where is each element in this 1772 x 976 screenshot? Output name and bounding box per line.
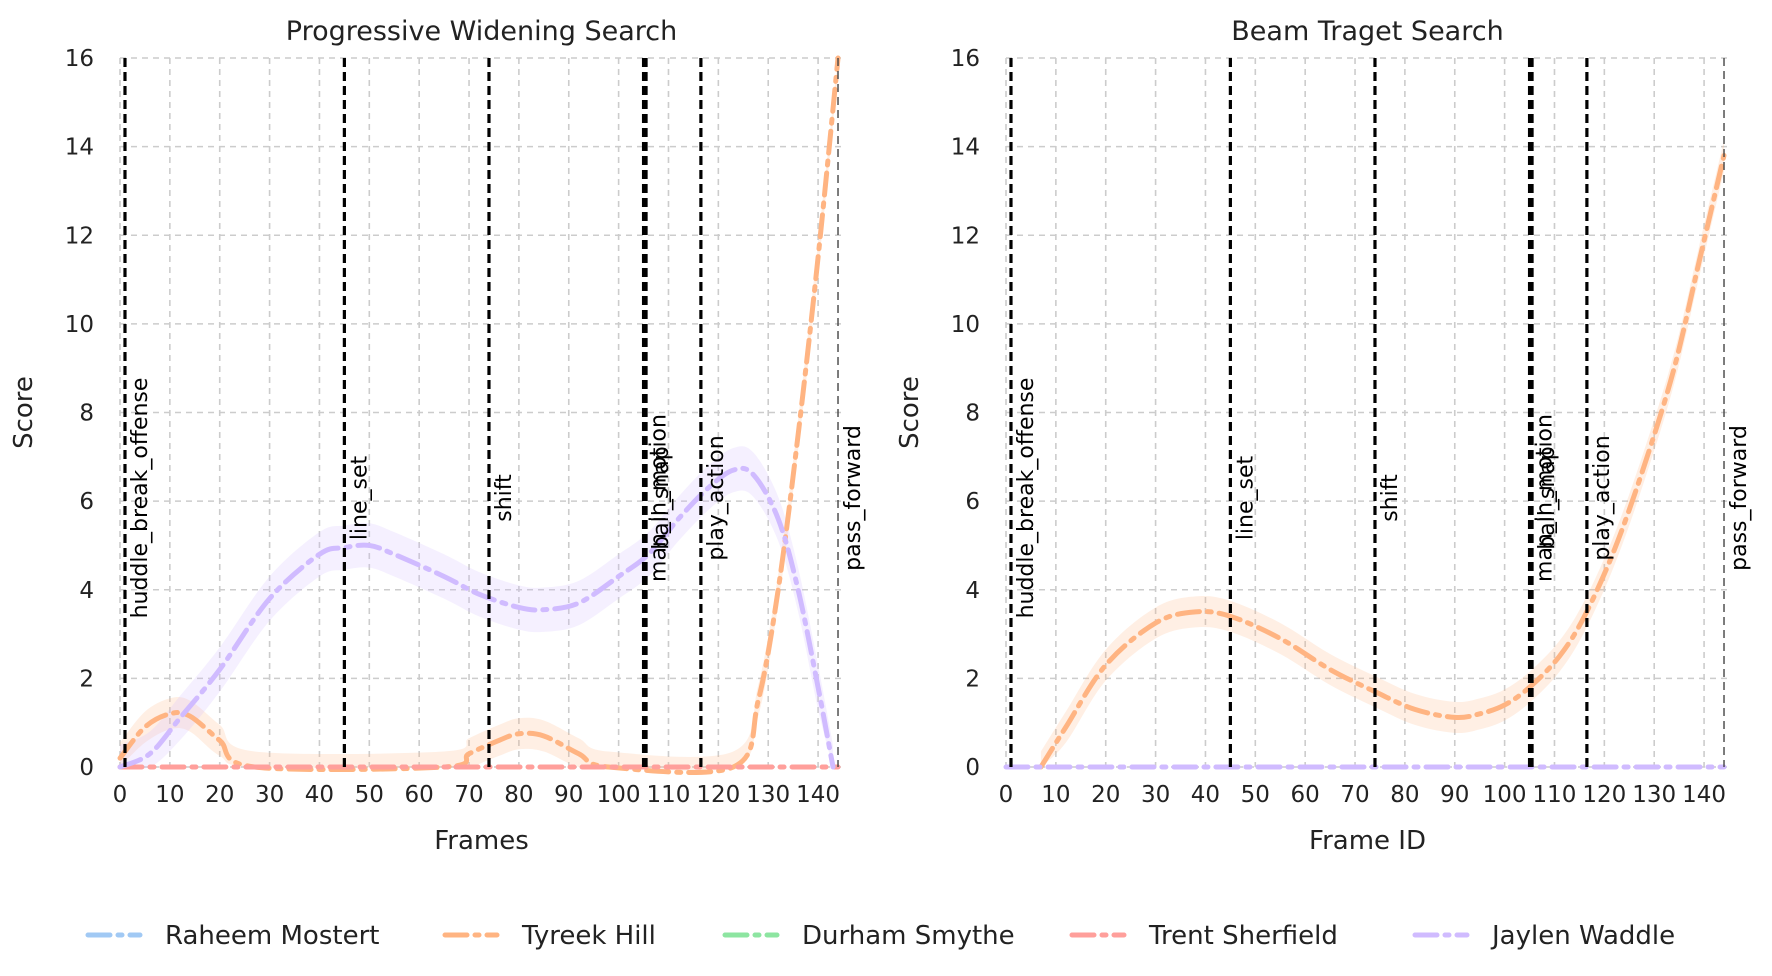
x-tick-label: 130 [746, 782, 790, 808]
y-tick-label: 16 [951, 46, 980, 72]
x-tick-label: 120 [1582, 782, 1626, 808]
x-tick-label: 30 [255, 782, 284, 808]
y-tick-label: 2 [79, 666, 94, 692]
x-tick-label: 110 [647, 782, 691, 808]
event-label: pass_forward [1727, 425, 1752, 571]
x-tick-label: 70 [1340, 782, 1369, 808]
event-label: play_action [1590, 435, 1615, 560]
legend-label: Trent Sherfield [1148, 921, 1338, 951]
series-line [1038, 152, 1727, 770]
y-tick-label: 12 [65, 223, 94, 249]
y-tick-label: 4 [79, 578, 94, 604]
event-label: pass_forward [841, 425, 866, 571]
x-tick-label: 80 [1390, 782, 1419, 808]
x-tick-label: 120 [696, 782, 740, 808]
x-tick-label: 90 [1440, 782, 1469, 808]
event-label: huddle_break_offense [128, 378, 153, 619]
y-tick-label: 6 [965, 489, 980, 515]
y-tick-label: 2 [965, 666, 980, 692]
legend: Raheem Mostert Tyreek Hill Durham Smythe Tr… [85, 921, 1675, 951]
chart-title: Progressive Widening Search [286, 16, 677, 47]
y-tick-label: 8 [79, 401, 94, 427]
y-tick-label: 14 [951, 135, 980, 161]
legend-label: Tyreek Hill [521, 921, 656, 951]
y-tick-label: 10 [951, 312, 980, 338]
event-label: line_set [347, 455, 372, 540]
chart-title: Beam Traget Search [1231, 16, 1503, 47]
x-tick-label: 50 [1241, 782, 1270, 808]
confidence-band [120, 446, 834, 769]
x-tick-label: 50 [355, 782, 384, 808]
x-tick-label: 60 [405, 782, 434, 808]
y-tick-label: 8 [965, 401, 980, 427]
event-label: shift [492, 474, 517, 522]
y-tick-label: 12 [951, 223, 980, 249]
x-tick-label: 10 [1041, 782, 1070, 808]
x-tick-label: 100 [1483, 782, 1527, 808]
x-tick-label: 80 [504, 782, 533, 808]
x-tick-label: 140 [796, 782, 840, 808]
legend-label: Raheem Mostert [165, 921, 379, 951]
left-chart-panel: 0 10 20 30 40 50 60 70 80 90 100 110 120 130 140 0 2 4 6 8 1… [9, 16, 866, 856]
x-tick-label: 0 [113, 782, 128, 808]
x-axis-label: Frame ID [1309, 826, 1426, 856]
right-chart-panel: 0 10 20 30 40 50 60 70 80 90 100 110 120 130 140 0 2 4 6 8 1… [895, 16, 1752, 856]
x-tick-label: 110 [1533, 782, 1577, 808]
x-tick-label: 140 [1682, 782, 1726, 808]
y-tick-label: 16 [65, 46, 94, 72]
series-line [117, 55, 841, 775]
y-axis-label: Score [9, 376, 39, 449]
confidence-band [1040, 139, 1725, 767]
x-tick-label: 10 [155, 782, 184, 808]
y-tick-label: 0 [965, 755, 980, 781]
y-tick-label: 10 [65, 312, 94, 338]
x-tick-label: 70 [454, 782, 483, 808]
x-tick-label: 0 [999, 782, 1014, 808]
legend-label: Durham Smythe [802, 921, 1015, 951]
legend-item: Tyreek Hill [442, 921, 656, 951]
series-line [117, 465, 836, 770]
x-axis-label: Frames [434, 826, 529, 856]
event-label: play_action [704, 435, 729, 560]
y-tick-label: 0 [79, 755, 94, 781]
legend-label: Jaylen Waddle [1490, 921, 1675, 951]
y-tick-label: 14 [65, 135, 94, 161]
x-tick-label: 100 [597, 782, 641, 808]
grid [1005, 57, 1729, 768]
event-label: ball_snap [649, 446, 674, 550]
grid [119, 57, 843, 768]
legend-item: Raheem Mostert [85, 921, 379, 951]
y-axis-label: Score [895, 376, 925, 449]
x-tick-label: 40 [305, 782, 334, 808]
event-label: man_in_motion [1533, 414, 1558, 582]
y-tick-label: 4 [965, 578, 980, 604]
event-label: line_set [1233, 455, 1258, 540]
legend-item: Trent Sherfield [1069, 921, 1338, 951]
x-tick-label: 60 [1291, 782, 1320, 808]
x-tick-label: 30 [1141, 782, 1170, 808]
x-tick-label: 20 [205, 782, 234, 808]
event-label: huddle_break_offense [1014, 378, 1039, 619]
x-tick-label: 20 [1091, 782, 1120, 808]
event-label: shift [1378, 474, 1403, 522]
x-tick-label: 130 [1632, 782, 1676, 808]
x-tick-label: 90 [554, 782, 583, 808]
legend-item: Durham Smythe [722, 921, 1015, 951]
event-label: man_in_motion [647, 414, 672, 582]
legend-item: Jaylen Waddle [1412, 921, 1675, 951]
event-label: ball_snap [1535, 446, 1560, 550]
y-tick-label: 6 [79, 489, 94, 515]
x-tick-label: 40 [1191, 782, 1220, 808]
